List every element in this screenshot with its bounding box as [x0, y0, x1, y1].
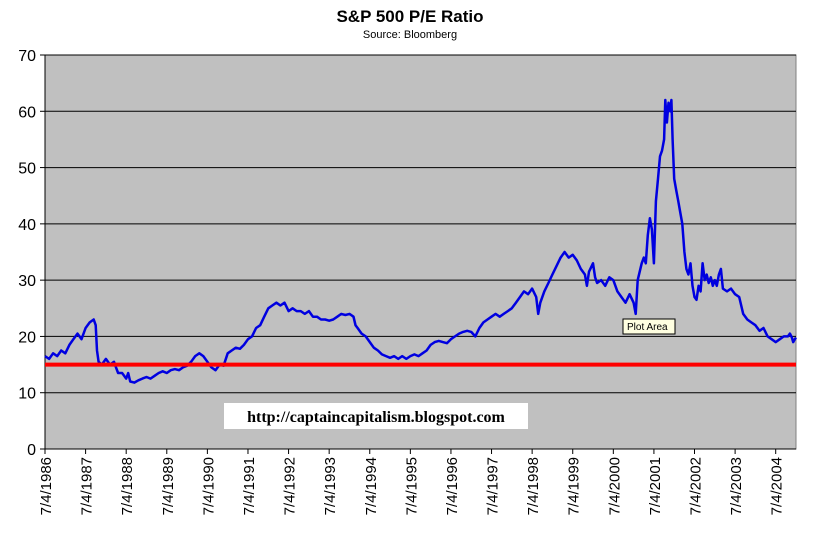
x-axis: 7/4/1986 7/4/1987 7/4/1988 7/4/1989 7/4/1990…	[38, 448, 796, 515]
x-tick-label: 7/4/1996	[444, 457, 461, 515]
y-axis: 0 10 20 30 40 50 60 70	[18, 48, 46, 459]
x-tick-label: 7/4/2000	[606, 457, 623, 515]
plot-area-tooltip: Plot Area	[622, 318, 676, 335]
watermark-text: http://captaincapitalism.blogspot.com	[247, 409, 505, 426]
x-tick-label: 7/4/2001	[647, 457, 664, 515]
x-tick-label: 7/4/1997	[485, 457, 502, 515]
pe-ratio-line	[44, 98, 797, 384]
x-tick-label: 7/4/1988	[119, 457, 136, 515]
series-group	[44, 98, 797, 384]
x-tick-label: 7/4/1990	[200, 457, 217, 515]
y-tick-label: 20	[18, 329, 36, 346]
x-tick-label: 7/4/2004	[769, 457, 786, 515]
watermark-url: http://captaincapitalism.blogspot.com	[224, 403, 528, 429]
y-tick-label: 10	[18, 386, 36, 403]
y-tick-label: 70	[18, 48, 36, 65]
x-tick-label: 7/4/1987	[79, 457, 96, 515]
y-tick-label: 0	[27, 442, 36, 459]
x-tick-label: 7/4/1992	[282, 457, 299, 515]
x-tick-label: 7/4/1991	[241, 457, 258, 515]
y-tick-label: 60	[18, 104, 36, 121]
watermark-box	[224, 403, 528, 429]
x-tick-label: 7/4/1989	[160, 457, 177, 515]
chart-title: S&P 500 P/E Ratio	[336, 7, 483, 26]
x-tick-label: 7/4/1998	[525, 457, 542, 515]
tooltip-text: Plot Area	[627, 322, 668, 333]
x-tick-label: 7/4/2002	[688, 457, 705, 515]
y-tick-label: 50	[18, 161, 36, 178]
x-tick-label: 7/4/1994	[363, 457, 380, 515]
x-tick-label: 7/4/1986	[38, 457, 55, 515]
x-tick-label: 7/4/1995	[403, 457, 420, 515]
tooltip-box	[622, 318, 676, 335]
x-tick-label: 7/4/1993	[322, 457, 339, 515]
y-tick-label: 30	[18, 273, 36, 290]
x-tick-label: 7/4/2003	[728, 457, 745, 515]
chart-subtitle: Source: Bloomberg	[363, 29, 457, 41]
x-tick-label: 7/4/1999	[566, 457, 583, 515]
y-tick-label: 40	[18, 217, 36, 234]
